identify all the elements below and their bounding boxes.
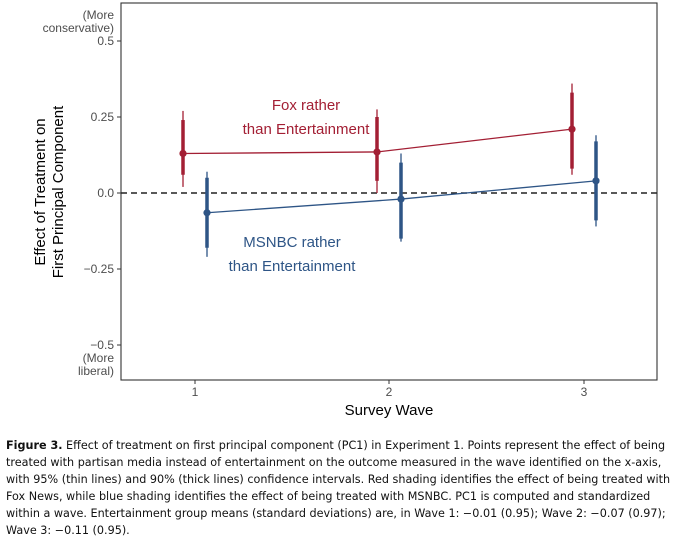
caption-label: Figure 3. <box>6 439 63 452</box>
y-tick-label: 0.0 <box>97 186 114 200</box>
msnbc-series-label: MSNBC rather than Entertainment <box>229 234 357 275</box>
y-tick-label: −0.25 <box>84 262 115 276</box>
series-layer: Fox rather than Entertainment MSNBC rather… <box>179 83 600 275</box>
y-tick-label: −0.5 (More liberal) <box>78 338 114 378</box>
fox-point <box>568 125 576 133</box>
y-axis-title-line1: Effect of Treatment on <box>32 118 49 265</box>
msnbc-point <box>203 209 211 217</box>
msnbc-point <box>592 177 600 185</box>
series-msnbc: MSNBC rather than Entertainment <box>203 135 600 275</box>
figure-caption: Figure 3. Effect of treatment on first p… <box>6 437 678 539</box>
x-tick-label: 3 <box>581 385 588 399</box>
x-tick-label: 1 <box>192 385 199 399</box>
fox-series-label: Fox rather than Entertainment <box>243 97 371 138</box>
y-axis-ticks: (More conservative) 0.5 0.25 0.0 −0.25 −0.5 (Mo… <box>43 8 121 378</box>
caption-text: Effect of treatment on first principal c… <box>6 439 671 537</box>
fox-point <box>373 148 381 156</box>
chart-plot: (More conservative) 0.5 0.25 0.0 −0.25 −0.5 (Mo… <box>32 2 658 419</box>
x-axis-title: Survey Wave <box>345 402 434 419</box>
y-tick-label: 0.25 <box>91 110 115 124</box>
x-axis-ticks: 1 2 3 <box>192 380 588 399</box>
plot-panel-border <box>120 2 658 381</box>
x-tick-label: 2 <box>386 385 393 399</box>
fox-point <box>179 149 187 158</box>
msnbc-point <box>397 195 405 203</box>
y-tick-label: (More conservative) 0.5 <box>43 8 115 48</box>
series-fox: Fox rather than Entertainment <box>179 83 576 193</box>
y-axis-title-line2: First Principal Component <box>50 105 67 278</box>
